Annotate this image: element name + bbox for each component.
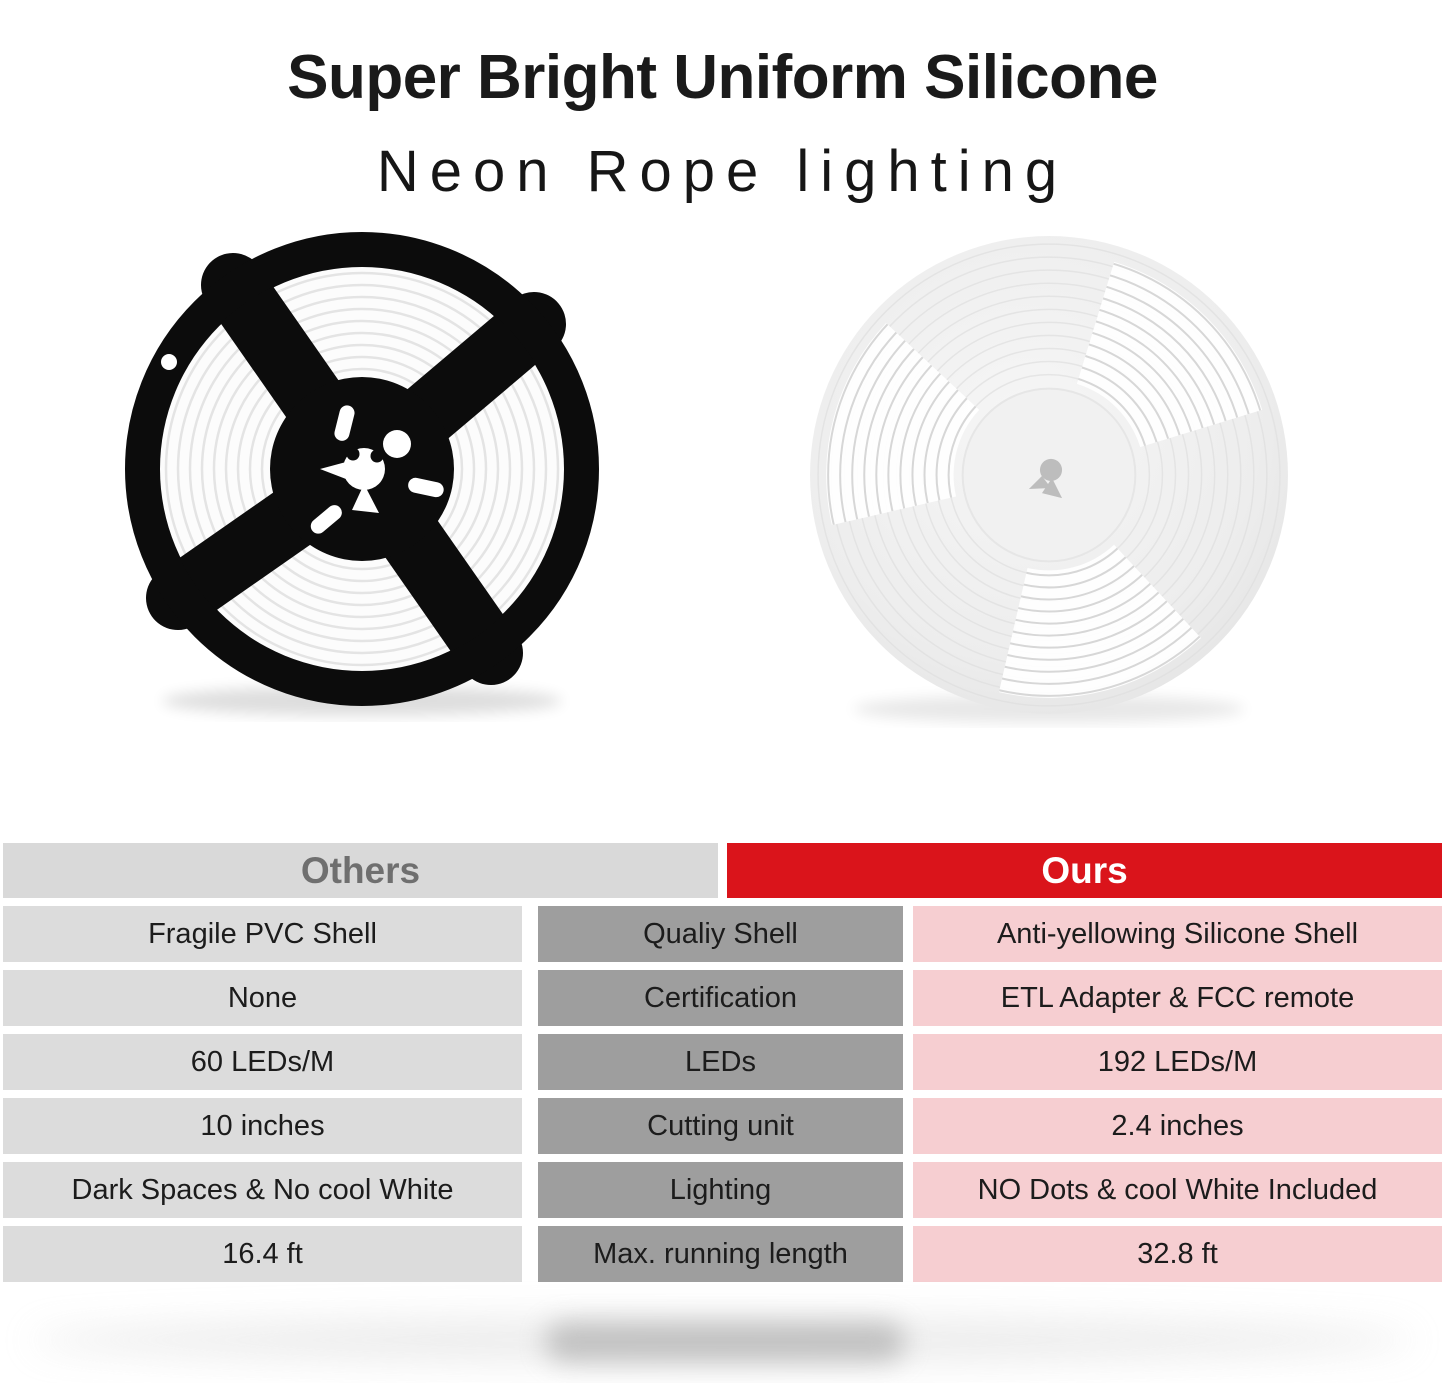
black-reel-graphic <box>125 232 599 716</box>
table-row: None Certification ETL Adapter & FCC rem… <box>0 970 1445 1026</box>
table-row: 16.4 ft Max. running length 32.8 ft <box>0 1226 1445 1282</box>
table-row: 60 LEDs/M LEDs 192 LEDs/M <box>0 1034 1445 1090</box>
feature-label: Certification <box>538 970 903 1026</box>
table-header-row: Others Ours <box>0 843 1445 898</box>
hub-screw <box>1028 458 1063 499</box>
page-title: Super Bright Uniform Silicone <box>287 42 1158 112</box>
table-row: 10 inches Cutting unit 2.4 inches <box>0 1098 1445 1154</box>
others-value: 16.4 ft <box>3 1226 522 1282</box>
others-value: Dark Spaces & No cool White <box>3 1162 522 1218</box>
table-row: Dark Spaces & No cool White Lighting NO … <box>0 1162 1445 1218</box>
comparison-table: Others Ours Fragile PVC Shell Qualiy She… <box>0 843 1445 1290</box>
black-reel-image <box>106 222 618 722</box>
ours-value: NO Dots & cool White Included <box>913 1162 1442 1218</box>
ours-value: 32.8 ft <box>913 1226 1442 1282</box>
ours-value: Anti-yellowing Silicone Shell <box>913 906 1442 962</box>
table-reflection-center <box>545 1322 905 1362</box>
screw-notches <box>346 447 384 463</box>
feature-label: Qualiy Shell <box>538 906 903 962</box>
white-reel-image <box>788 226 1310 728</box>
others-value: 10 inches <box>3 1098 522 1154</box>
table-row: Fragile PVC Shell Qualiy Shell Anti-yell… <box>0 906 1445 962</box>
page-subtitle: Neon Rope lighting <box>376 139 1069 205</box>
ours-header: Ours <box>727 843 1442 898</box>
others-value: None <box>3 970 522 1026</box>
ours-value: 2.4 inches <box>913 1098 1442 1154</box>
feature-label: Max. running length <box>538 1226 903 1282</box>
others-value: Fragile PVC Shell <box>3 906 522 962</box>
ours-value: 192 LEDs/M <box>913 1034 1442 1090</box>
others-header: Others <box>3 843 718 898</box>
flange-hole <box>161 354 177 370</box>
white-reel-graphic <box>810 236 1288 723</box>
feature-label: LEDs <box>538 1034 903 1090</box>
feature-label: Cutting unit <box>538 1098 903 1154</box>
ours-value: ETL Adapter & FCC remote <box>913 970 1442 1026</box>
feature-label: Lighting <box>538 1162 903 1218</box>
others-value: 60 LEDs/M <box>3 1034 522 1090</box>
